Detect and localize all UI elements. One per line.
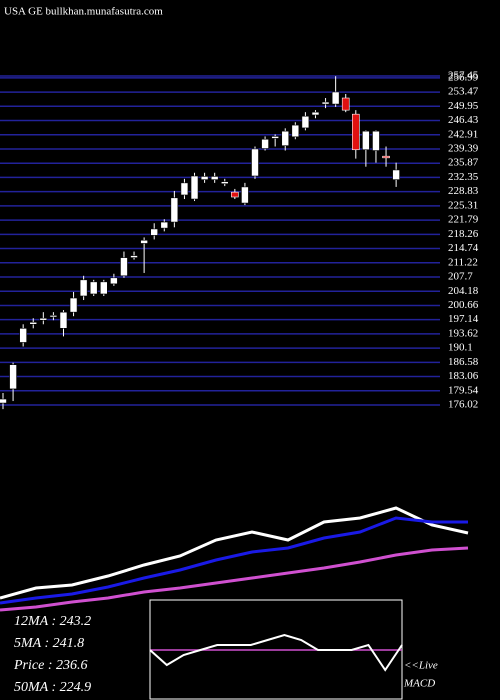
ma-line bbox=[0, 546, 469, 612]
y-tick-label: 204.18 bbox=[448, 285, 479, 297]
candle-body bbox=[231, 191, 239, 198]
candle-body bbox=[39, 317, 48, 321]
candle-body bbox=[130, 255, 138, 258]
candle-body bbox=[100, 281, 108, 295]
y-tick-label: 214.74 bbox=[448, 242, 479, 254]
stat-label: 12MA : 243.2 bbox=[14, 614, 91, 629]
y-tick-label: 242.91 bbox=[448, 128, 478, 140]
y-tick-label: 235.87 bbox=[448, 157, 479, 169]
y-tick-label: 225.31 bbox=[448, 199, 478, 211]
candle-body bbox=[362, 130, 370, 151]
y-tick-label: 257.45 bbox=[448, 70, 479, 82]
candle-body bbox=[110, 277, 118, 285]
y-tick-label: 228.83 bbox=[448, 185, 479, 197]
candle-body bbox=[311, 111, 320, 116]
candle-body bbox=[351, 113, 360, 151]
y-tick-label: 211.22 bbox=[448, 256, 478, 268]
y-tick-label: 239.39 bbox=[448, 142, 479, 154]
candle-body bbox=[190, 175, 199, 200]
candle-body bbox=[120, 257, 128, 277]
candle-body bbox=[251, 148, 259, 177]
y-tick-label: 193.62 bbox=[448, 327, 478, 339]
candle-body bbox=[281, 130, 290, 146]
candle-body bbox=[331, 91, 340, 105]
candle-body bbox=[19, 328, 27, 343]
candle-body bbox=[59, 311, 68, 329]
y-tick-label: 221.79 bbox=[448, 214, 479, 226]
y-tick-label: 253.47 bbox=[448, 86, 479, 98]
y-tick-label: 186.58 bbox=[448, 356, 479, 368]
candle-body bbox=[241, 186, 249, 204]
candle-body bbox=[291, 124, 300, 138]
y-tick-label: 207.7 bbox=[448, 271, 473, 283]
candle-body bbox=[160, 221, 169, 229]
candle-body bbox=[372, 130, 380, 151]
y-tick-label: 197.14 bbox=[448, 313, 479, 325]
candle-body bbox=[89, 281, 98, 295]
candle-body bbox=[180, 182, 189, 196]
candle-body bbox=[382, 155, 390, 159]
chart-title: USA GE bullkhan.munafasutra.com bbox=[4, 6, 163, 18]
ma-line bbox=[0, 506, 469, 600]
y-tick-label: 232.35 bbox=[448, 171, 479, 183]
candle-body bbox=[69, 297, 78, 313]
candle-body bbox=[49, 315, 58, 318]
candle-body bbox=[170, 197, 179, 223]
candle-body bbox=[9, 364, 17, 390]
y-tick-label: 256.99 bbox=[448, 71, 479, 83]
ma-line bbox=[149, 633, 403, 672]
y-tick-label: 183.06 bbox=[448, 370, 479, 382]
candle-body bbox=[210, 176, 219, 180]
y-tick-label: 249.95 bbox=[448, 100, 479, 112]
macd-label: <<Live bbox=[404, 660, 438, 672]
candle-body bbox=[29, 321, 38, 325]
candle-body bbox=[341, 97, 350, 111]
candle-body bbox=[271, 136, 279, 139]
candle-body bbox=[200, 176, 209, 180]
stat-label: 50MA : 224.9 bbox=[14, 680, 91, 695]
candle-body bbox=[261, 138, 269, 149]
stat-label: 5MA : 241.8 bbox=[14, 636, 84, 651]
candle-body bbox=[150, 228, 158, 236]
stat-label: Price : 236.6 bbox=[13, 658, 87, 673]
candle-body bbox=[392, 169, 400, 180]
candle-body bbox=[321, 101, 330, 105]
y-tick-label: 179.54 bbox=[448, 384, 479, 396]
y-tick-label: 218.26 bbox=[448, 228, 479, 240]
macd-label: MACD bbox=[403, 678, 435, 690]
y-tick-label: 190.1 bbox=[448, 342, 473, 354]
y-tick-label: 200.66 bbox=[448, 299, 479, 311]
y-tick-label: 176.02 bbox=[448, 399, 478, 411]
ma-line bbox=[0, 516, 468, 605]
y-tick-label: 246.43 bbox=[448, 114, 479, 126]
candle-body bbox=[301, 115, 310, 129]
candle-body bbox=[140, 239, 148, 244]
candle-body bbox=[220, 181, 229, 184]
candle-body bbox=[0, 398, 7, 404]
candle-body bbox=[79, 279, 88, 297]
